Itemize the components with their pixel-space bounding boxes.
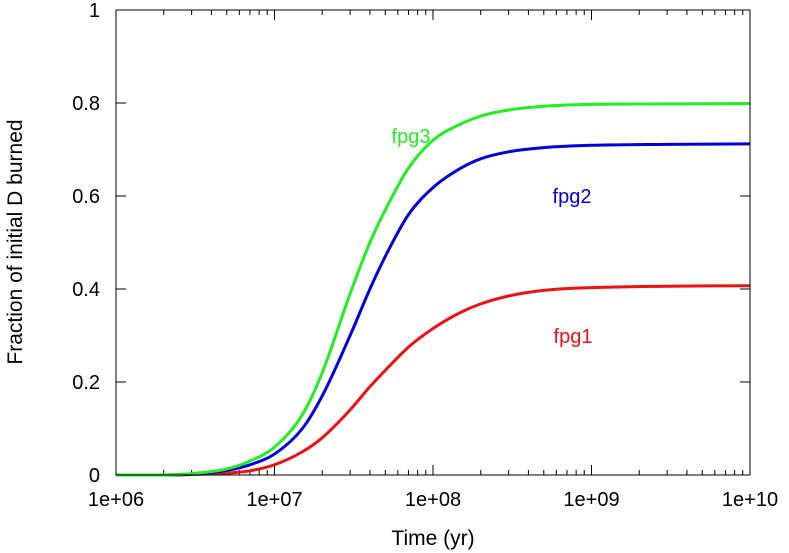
y-tick-label: 0 bbox=[89, 465, 100, 487]
series-line-fpg1 bbox=[115, 284, 751, 477]
plot-frame bbox=[115, 9, 751, 476]
y-tick-label: 0.8 bbox=[72, 93, 100, 115]
x-axis-title: Time (yr) bbox=[391, 527, 474, 550]
series-label-fpg1: fpg1 bbox=[554, 326, 593, 348]
series-layer bbox=[115, 101, 751, 477]
series-label-fpg2: fpg2 bbox=[553, 186, 592, 208]
tick-labels-layer: 1e+06 1e+07 1e+08 1e+09 1e+10 0 0.2 0.4 0.6 0.8 1 bbox=[72, 0, 778, 511]
y-tick-label: 0.6 bbox=[72, 186, 100, 208]
y-axis-title: Fraction of initial D burned bbox=[4, 119, 27, 364]
y-tick-label: 1 bbox=[89, 0, 100, 22]
x-tick-label: 1e+10 bbox=[722, 489, 778, 511]
y-tick-label: 0.4 bbox=[72, 279, 100, 301]
series-line-fpg3 bbox=[115, 101, 751, 477]
x-tick-label: 1e+08 bbox=[405, 489, 461, 511]
x-tick-label: 1e+06 bbox=[88, 489, 144, 511]
series-label-fpg3: fpg3 bbox=[392, 126, 431, 148]
x-tick-label: 1e+09 bbox=[563, 489, 619, 511]
series-line-fpg2 bbox=[115, 142, 751, 477]
y-tick-label: 0.2 bbox=[72, 372, 100, 394]
x-tick-label: 1e+07 bbox=[246, 489, 302, 511]
ticks-layer bbox=[115, 9, 751, 476]
